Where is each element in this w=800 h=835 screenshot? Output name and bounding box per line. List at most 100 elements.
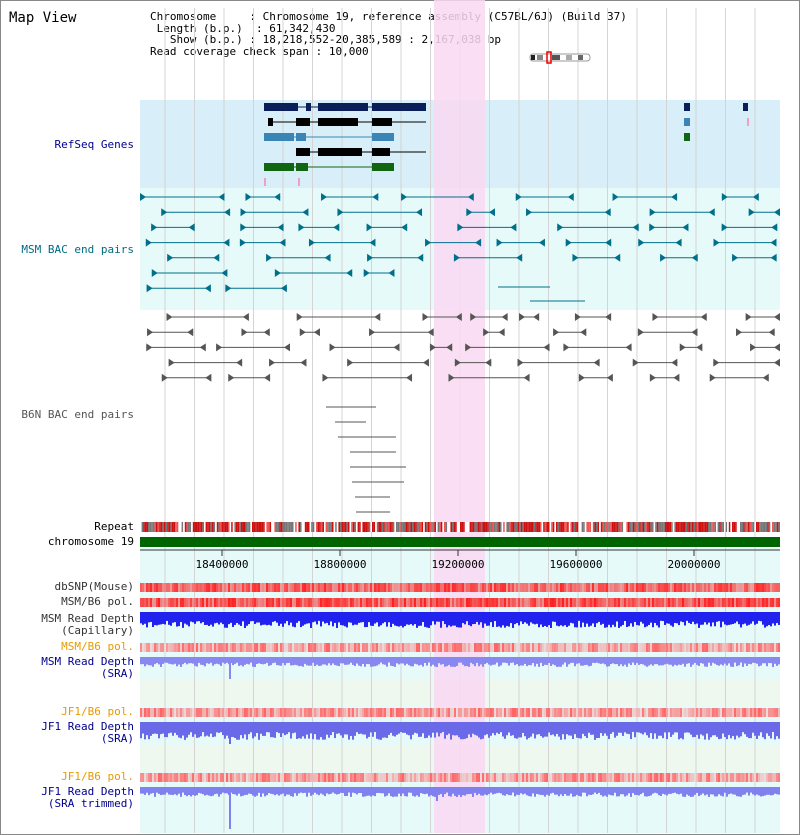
depth-bar xyxy=(596,722,598,739)
repeat-block xyxy=(180,522,182,532)
depth-bar xyxy=(546,787,548,795)
refseq-genes-label: RefSeq Genes xyxy=(54,138,134,151)
heatmap-cell xyxy=(282,708,284,717)
repeat-block xyxy=(445,522,448,532)
heatmap-cell xyxy=(282,773,284,782)
depth-bar xyxy=(322,612,324,622)
depth-bar xyxy=(396,657,398,664)
heatmap-cell xyxy=(372,773,374,782)
chromosome-track[interactable] xyxy=(140,537,780,547)
heatmap-cell xyxy=(236,708,238,717)
heatmap-cell xyxy=(190,708,192,717)
heatmap-cell xyxy=(218,643,220,652)
depth-bar xyxy=(234,657,236,664)
repeat-block xyxy=(722,522,724,532)
depth-bar xyxy=(452,612,454,626)
depth-bar xyxy=(766,787,768,795)
heatmap-cell xyxy=(306,598,308,607)
depth-bar xyxy=(676,787,678,794)
depth-bar xyxy=(378,657,380,665)
depth-bar xyxy=(750,612,752,624)
heatmap-cell xyxy=(496,773,498,782)
repeat-block xyxy=(349,522,352,532)
heatmap-cell xyxy=(298,708,300,717)
heatmap-cell xyxy=(608,583,610,592)
bac-end-marker xyxy=(721,223,728,232)
depth-spike xyxy=(436,787,438,801)
heatmap-cell xyxy=(778,773,780,782)
depth-bar xyxy=(316,657,318,665)
depth-bar xyxy=(304,787,306,793)
heatmap-cell xyxy=(296,598,298,607)
depth-bar xyxy=(472,722,474,734)
repeat-block xyxy=(205,522,208,532)
bac-end-marker xyxy=(205,373,212,382)
heatmap-cell xyxy=(290,598,292,607)
heatmap-cell xyxy=(380,708,382,717)
heatmap-cell xyxy=(690,708,692,717)
heatmap-cell xyxy=(728,643,730,652)
depth-bar xyxy=(222,787,224,793)
heatmap-cell xyxy=(350,643,352,652)
heatmap-cell xyxy=(370,598,372,607)
depth-bar xyxy=(632,787,634,794)
repeat-block xyxy=(687,522,689,532)
depth-bar xyxy=(150,787,152,794)
heatmap-cell xyxy=(586,643,588,652)
heatmap-cell xyxy=(284,598,286,607)
depth-bar xyxy=(584,787,586,793)
heatmap-cell xyxy=(516,643,518,652)
heatmap-cell xyxy=(326,598,328,607)
heatmap-tracks[interactable] xyxy=(140,583,780,782)
depth-bar xyxy=(462,722,464,740)
depth-bar xyxy=(764,722,766,740)
highlight-region[interactable] xyxy=(434,0,485,833)
bac-end-marker xyxy=(691,253,698,262)
heatmap-cell xyxy=(314,708,316,717)
bac-end-marker xyxy=(299,328,306,337)
heatmap-cell xyxy=(268,773,270,782)
depth-bar xyxy=(258,612,260,623)
heatmap-cell xyxy=(630,643,632,652)
heatmap-cell xyxy=(658,643,660,652)
bac-end-marker xyxy=(671,193,678,201)
depth-bar xyxy=(766,612,768,627)
repeat-block xyxy=(248,522,251,532)
depth-bar xyxy=(604,657,606,665)
depth-bar xyxy=(312,612,314,623)
heatmap-cell xyxy=(412,598,414,607)
depth-bar xyxy=(592,657,594,663)
bac-end-marker xyxy=(517,358,524,367)
depth-bar xyxy=(382,722,384,738)
heatmap-cell xyxy=(160,598,162,607)
heatmap-cell xyxy=(212,643,214,652)
heatmap-cell xyxy=(754,708,756,717)
heatmap-cell xyxy=(624,583,626,592)
heatmap-cell xyxy=(440,598,442,607)
depth-bar xyxy=(168,787,170,795)
bac-end-marker xyxy=(446,343,453,352)
repeat-track[interactable] xyxy=(140,522,780,532)
heatmap-cell xyxy=(766,583,768,592)
heatmap-cell xyxy=(594,773,596,782)
depth-bar xyxy=(348,612,350,623)
refseq-genes-track[interactable] xyxy=(264,103,749,186)
heatmap-cell xyxy=(408,708,410,717)
heatmap-cell xyxy=(662,598,664,607)
heatmap-cell xyxy=(178,583,180,592)
gene-exon xyxy=(743,103,748,111)
read-depth-tracks[interactable] xyxy=(140,612,780,829)
chromosome-ideogram[interactable] xyxy=(529,51,591,64)
msm-bac-track[interactable] xyxy=(140,193,780,302)
heatmap-cell xyxy=(232,583,234,592)
heatmap-cell xyxy=(696,598,698,607)
depth-bar xyxy=(488,612,490,626)
heatmap-cell xyxy=(226,773,228,782)
heatmap-cell xyxy=(270,643,272,652)
b6n-bac-track[interactable] xyxy=(146,313,780,513)
depth-bar xyxy=(302,787,304,794)
depth-bar xyxy=(334,612,336,623)
depth-bar xyxy=(360,612,362,623)
repeat-block xyxy=(460,522,462,532)
